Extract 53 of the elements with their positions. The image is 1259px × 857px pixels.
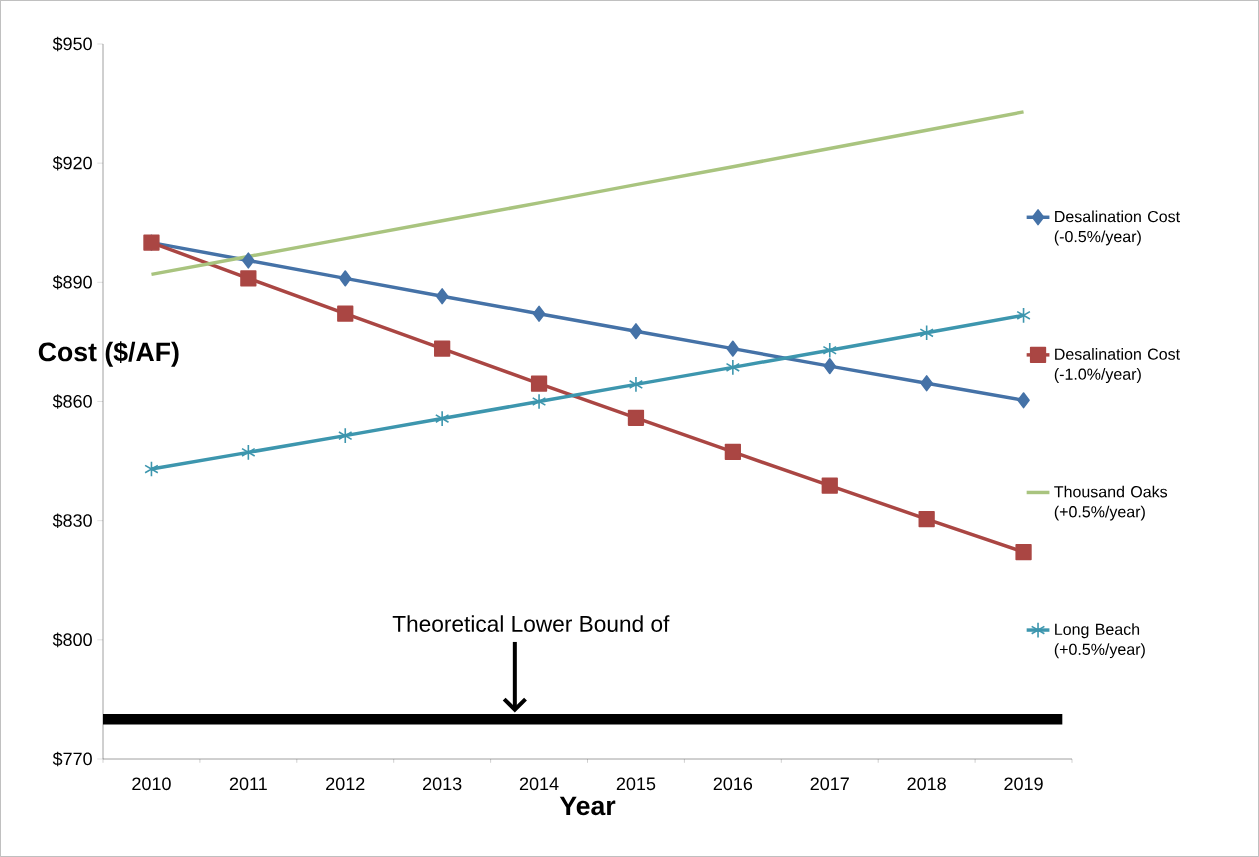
y-tick-label: $950 bbox=[52, 36, 92, 52]
legend-label: Long Beach (+0.5%/year) bbox=[1054, 623, 1145, 659]
point bbox=[434, 340, 451, 357]
point bbox=[242, 252, 255, 269]
point bbox=[338, 427, 353, 444]
point bbox=[627, 409, 645, 426]
point bbox=[338, 270, 352, 287]
point bbox=[530, 375, 548, 392]
point bbox=[629, 323, 643, 340]
point bbox=[822, 342, 837, 359]
point bbox=[725, 359, 741, 376]
ref-line-label: Theoretical Lower Bound of bbox=[392, 615, 670, 632]
x-tick-label: 2015 bbox=[616, 777, 656, 791]
line-series bbox=[149, 110, 1026, 277]
y-tick-label: $770 bbox=[52, 751, 92, 767]
point bbox=[1015, 543, 1032, 561]
x-tick-label: 2019 bbox=[1004, 777, 1043, 791]
y-tick-label: $890 bbox=[52, 275, 92, 290]
y-tick-label: $830 bbox=[52, 513, 92, 528]
point bbox=[920, 375, 933, 392]
point bbox=[823, 358, 837, 375]
point bbox=[435, 288, 449, 305]
point bbox=[821, 477, 838, 494]
legend-label: Desalination Cost (-1.0%/year) bbox=[1054, 348, 1180, 383]
x-tick-label: 2018 bbox=[907, 777, 946, 791]
point bbox=[919, 324, 934, 341]
point bbox=[144, 460, 159, 478]
x-tick-label: 2016 bbox=[713, 777, 753, 791]
point bbox=[724, 443, 741, 461]
x-axis-title: Year bbox=[559, 796, 616, 816]
x-tick-label: 2014 bbox=[519, 777, 559, 791]
point bbox=[241, 444, 256, 461]
x-tick-label: 2012 bbox=[326, 777, 365, 791]
x-tick-label: 2017 bbox=[810, 777, 849, 791]
y-tick-label: $860 bbox=[52, 394, 92, 409]
legend-label: Thousand Oaks (+0.5%/year) bbox=[1054, 485, 1168, 521]
point bbox=[918, 510, 935, 528]
point bbox=[1017, 392, 1030, 409]
y-tick-label: $800 bbox=[52, 632, 92, 648]
y-axis-title: Cost ($/AF) bbox=[38, 341, 179, 367]
point bbox=[628, 376, 644, 393]
x-tick-label: 2011 bbox=[229, 777, 267, 791]
point bbox=[1016, 307, 1031, 324]
x-tick-label: 2010 bbox=[132, 777, 171, 791]
x-tick-label: 2013 bbox=[423, 777, 462, 791]
point bbox=[532, 305, 546, 322]
point bbox=[337, 305, 354, 322]
point bbox=[435, 410, 450, 427]
legend-label: Desalination Cost (-0.5%/year) bbox=[1054, 210, 1180, 246]
point bbox=[240, 270, 257, 287]
point bbox=[531, 393, 547, 410]
y-tick-label: $920 bbox=[52, 155, 92, 171]
point bbox=[726, 340, 740, 357]
